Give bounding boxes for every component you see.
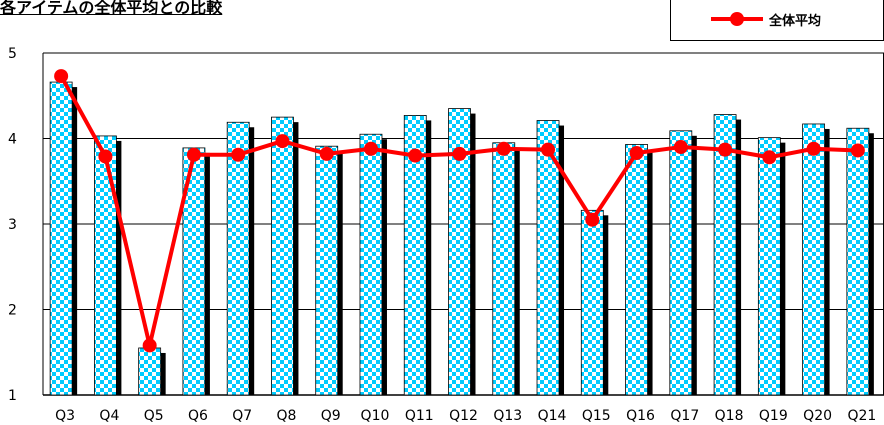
chart-title: 各アイテムの全体平均との比較: [0, 0, 223, 17]
bar: [669, 130, 693, 396]
average-point: [363, 141, 378, 156]
x-tick-label: Q18: [715, 408, 744, 424]
x-tick-label: Q15: [582, 408, 611, 424]
average-point: [408, 148, 423, 163]
x-tick-label: Q16: [626, 408, 655, 424]
bar: [49, 81, 73, 396]
average-point: [806, 141, 821, 156]
x-tick-label: Q13: [493, 408, 522, 424]
average-point: [541, 142, 556, 157]
bar: [580, 209, 604, 396]
legend-dot-marker: [730, 12, 744, 26]
y-tick-label: 3: [8, 217, 17, 233]
bar: [802, 123, 826, 396]
x-tick-label: Q10: [361, 408, 390, 424]
average-point: [98, 149, 113, 164]
y-tick-label: 4: [8, 132, 17, 148]
x-tick-label: Q5: [144, 408, 164, 424]
bar: [403, 115, 427, 396]
average-point: [452, 146, 467, 161]
average-point: [275, 134, 290, 149]
bar: [315, 145, 339, 396]
legend-label: 全体平均: [769, 13, 822, 29]
x-tick-label: Q17: [670, 408, 699, 424]
bar: [492, 142, 516, 396]
bar: [713, 114, 737, 396]
bar: [93, 135, 117, 396]
x-tick-label: Q19: [759, 408, 788, 424]
average-point: [629, 146, 644, 161]
bar: [448, 108, 471, 396]
x-tick-label: Q11: [405, 408, 434, 424]
x-tick-label: Q7: [232, 408, 252, 424]
average-point: [496, 141, 511, 156]
average-point: [850, 143, 865, 158]
x-tick-label: Q14: [538, 408, 567, 424]
average-point: [585, 212, 600, 227]
bar: [536, 120, 560, 396]
average-point: [673, 140, 688, 155]
x-tick-label: Q6: [188, 408, 208, 424]
average-point: [142, 338, 157, 353]
bar: [138, 347, 162, 396]
average-point: [54, 69, 69, 84]
legend-item-overall-average: 全体平均: [711, 9, 821, 29]
y-tick-label: 1: [8, 388, 17, 404]
average-point: [762, 150, 777, 165]
x-tick-label: Q12: [449, 408, 478, 424]
x-tick-label: Q9: [321, 408, 341, 424]
bar: [359, 133, 383, 396]
average-point: [718, 142, 733, 157]
bar: [625, 144, 648, 396]
legend: 全体平均: [670, 0, 884, 41]
x-tick-label: Q8: [276, 408, 296, 424]
bar: [757, 137, 781, 396]
average-point: [231, 147, 246, 162]
x-tick-label: Q3: [55, 408, 75, 424]
x-tick-label: Q20: [803, 408, 832, 424]
bar: [271, 116, 294, 396]
legend-line-marker: [711, 12, 763, 26]
bar: [846, 127, 870, 396]
y-tick-label: 5: [8, 46, 17, 62]
y-tick-label: 2: [8, 303, 17, 319]
x-tick-label: Q21: [847, 408, 876, 424]
average-point: [186, 147, 201, 162]
bar: [226, 121, 250, 396]
average-point: [319, 146, 334, 161]
x-tick-label: Q4: [99, 408, 119, 424]
